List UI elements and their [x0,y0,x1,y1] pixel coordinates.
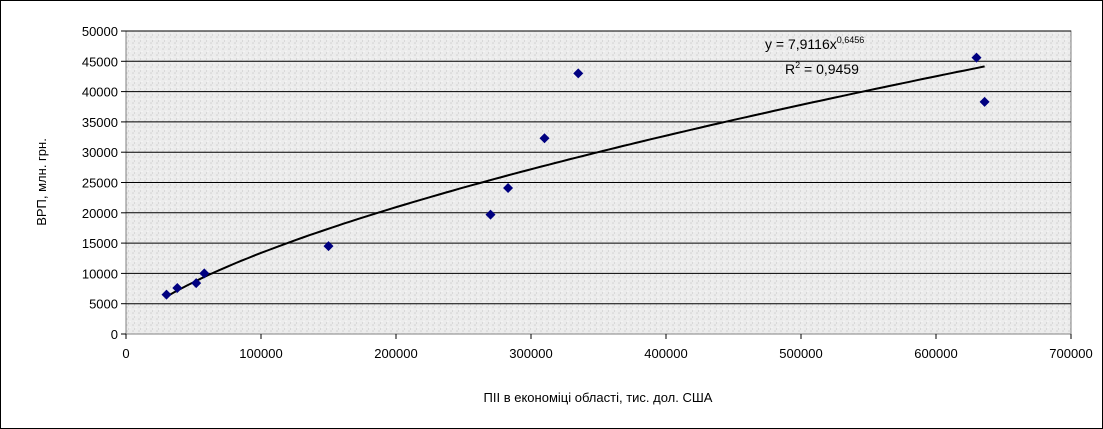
r-squared-label: R2 = 0,9459 [785,60,859,77]
x-axis-ticks: 0 100000 200000 300000 400000 500000 600000 700… [122,334,1093,361]
x-tick-label-6: 600000 [914,346,957,361]
x-tick-label-3: 300000 [509,346,552,361]
y-tick-label-2: 10000 [82,266,118,281]
x-tick-label-0: 0 [122,346,129,361]
data-point-2 [191,278,202,289]
data-point-3 [199,268,210,279]
y-tick-label-7: 35000 [82,115,118,130]
y-axis-title: ВРП, млн. грн. [34,138,49,226]
data-point-0 [161,289,172,300]
data-point-5 [485,209,496,220]
y-tick-label-6: 30000 [82,145,118,160]
data-point-4 [323,241,334,252]
y-tick-label-5: 25000 [82,176,118,191]
y-tick-label-10: 50000 [82,24,118,39]
data-point-1 [172,282,183,293]
data-point-6 [503,182,514,193]
y-tick-label-9: 45000 [82,54,118,69]
x-tick-label-1: 100000 [239,346,282,361]
y-tick-label-4: 20000 [82,206,118,221]
data-point-10 [979,96,990,107]
y-axis-ticks: 0 5000 10000 15000 20000 25000 30000 35000 40000… [82,24,126,342]
x-tick-label-4: 400000 [644,346,687,361]
x-tick-label-7: 700000 [1049,346,1092,361]
x-tick-label-2: 200000 [374,346,417,361]
trendline [166,65,985,298]
y-tick-label-8: 40000 [82,85,118,100]
x-axis-title: ПІІ в економіці області, тис. дол. США [484,390,713,405]
data-point-7 [539,133,550,144]
x-tick-label-5: 500000 [779,346,822,361]
data-point-8 [573,68,584,79]
data-point-9 [971,52,982,63]
trendline-equation: y = 7,9116x0,6456 [765,35,864,52]
y-tick-label-3: 15000 [82,236,118,251]
y-tick-label-1: 5000 [89,297,118,312]
gridlines [126,30,1071,305]
y-tick-label-0: 0 [111,327,118,342]
data-points [161,52,990,300]
